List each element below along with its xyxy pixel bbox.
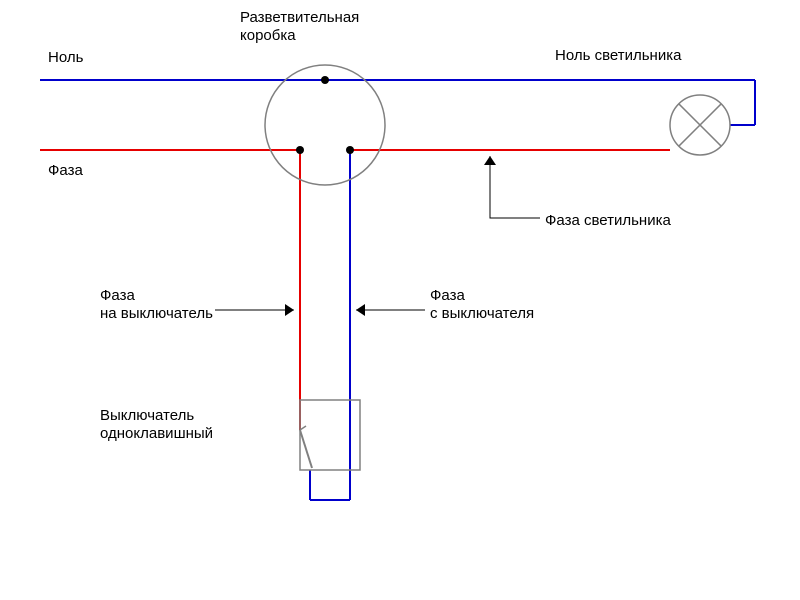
label-phase_to_sw: Фазана выключатель [100,287,213,322]
arrowhead [356,304,365,316]
lamp-symbol [670,95,730,155]
node-n3 [346,146,354,154]
arrow-lamp_phase [490,156,540,218]
label-junction_box: Разветвительнаякоробка [240,9,359,44]
label-lamp_phase: Фаза светильника [545,212,671,229]
wire-switch_internal [300,430,312,468]
node-n1 [321,76,329,84]
label-phase_from_sw: Фазас выключателя [430,287,534,322]
arrowhead [484,156,496,165]
wiring-diagram: Разветвительнаякоробка Ноль Фаза Ноль свети… [0,0,800,600]
label-switch: Выключательодноклавишный [100,407,213,442]
label-lamp_neutral: Ноль светильника [555,47,682,64]
label-neutral: Ноль [48,49,84,66]
arrowhead [285,304,294,316]
label-phase: Фаза [48,162,83,179]
node-n2 [296,146,304,154]
